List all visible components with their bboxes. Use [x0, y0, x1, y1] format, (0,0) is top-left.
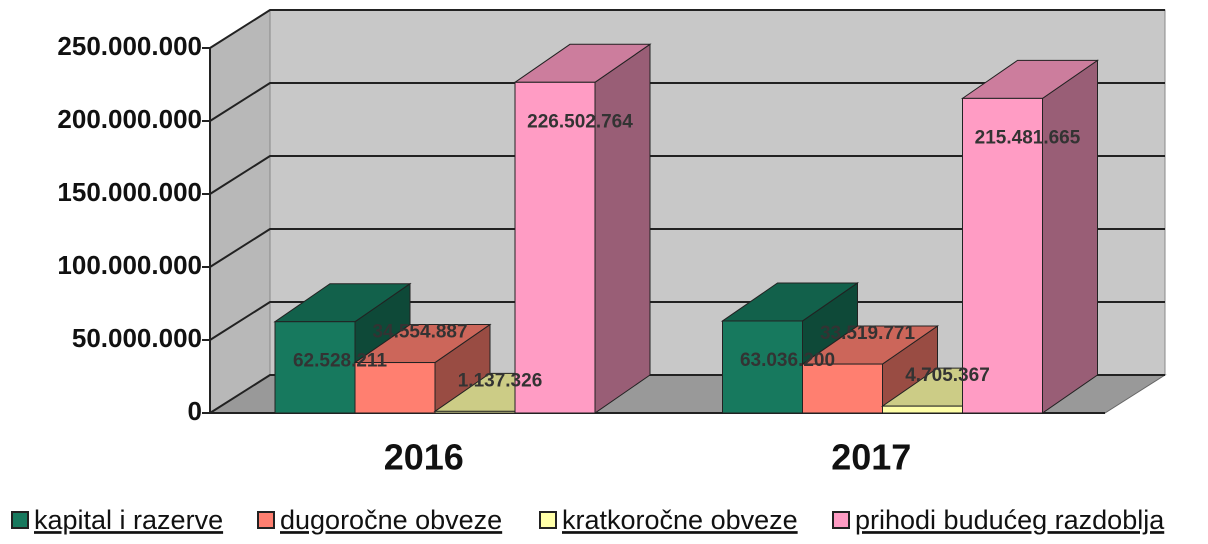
- data-label: 1.137.326: [458, 370, 543, 391]
- y-tick-label: 150.000.000: [57, 177, 202, 207]
- bar-side: [594, 43, 651, 414]
- bar-side: [1042, 59, 1098, 414]
- data-label: 4.705.367: [905, 365, 990, 386]
- x-tick-label: 2017: [831, 437, 911, 478]
- data-label: 34.554.887: [372, 322, 467, 343]
- y-tick-label: 200.000.000: [57, 104, 202, 134]
- data-label: 215.481.665: [975, 127, 1081, 148]
- legend-label: dugoročne obveze: [280, 505, 502, 535]
- y-tick-label: 50.000.000: [72, 323, 202, 353]
- legend-label: kapital i razerve: [34, 505, 223, 535]
- legend-swatch: [11, 511, 29, 529]
- legend-swatch: [257, 511, 275, 529]
- grid-line: [209, 155, 1165, 195]
- bar: [722, 320, 803, 414]
- bar: [962, 97, 1043, 414]
- side-wall: [209, 9, 271, 414]
- grid-line: [209, 9, 1165, 49]
- legend-swatch: [539, 511, 557, 529]
- bar: [802, 363, 883, 414]
- legend-label: prihodi budućeg razdoblja: [855, 505, 1165, 535]
- x-tick-label: 2016: [384, 437, 464, 478]
- data-label: 33.519.771: [820, 323, 916, 344]
- grid-line: [209, 228, 1165, 268]
- bar: [354, 362, 436, 414]
- bar: [434, 410, 516, 414]
- data-label: 62.528.211: [293, 351, 387, 372]
- data-label: 63.036.200: [740, 350, 835, 371]
- bar: [274, 321, 356, 414]
- data-label: 226.502.764: [527, 111, 633, 132]
- bar: [514, 81, 596, 414]
- grid-line: [209, 82, 1165, 122]
- legend-label: kratkoročne obveze: [562, 505, 798, 535]
- bar: [882, 405, 963, 414]
- grid-line: [209, 301, 1165, 341]
- y-tick-label: 0: [188, 396, 202, 426]
- y-tick-label: 100.000.000: [57, 250, 202, 280]
- y-tick-label: 250.000.000: [57, 31, 202, 61]
- legend-swatch: [832, 511, 850, 529]
